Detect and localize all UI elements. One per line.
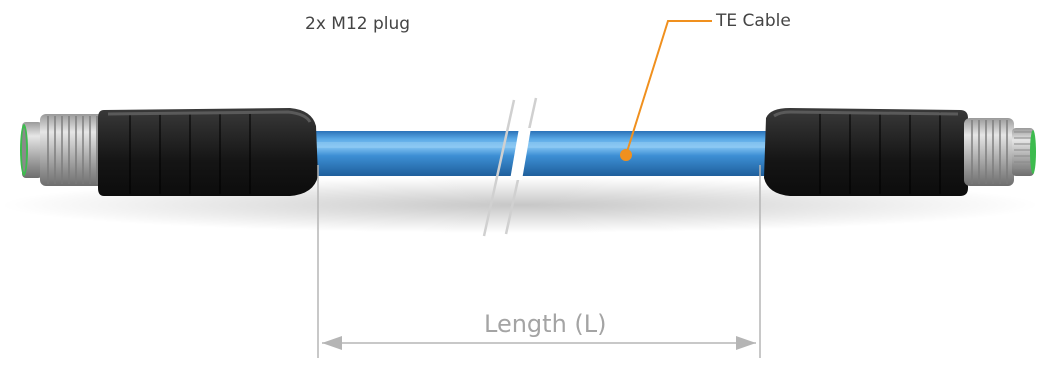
cable-break-gap bbox=[510, 128, 531, 180]
cable-callout bbox=[620, 20, 712, 161]
length-label: Length (L) bbox=[480, 310, 611, 338]
cable-label: TE Cable bbox=[716, 11, 791, 31]
connector-label: 2x M12 plug bbox=[305, 14, 411, 34]
m12-male-plug-icon bbox=[20, 114, 106, 186]
cable bbox=[300, 131, 770, 176]
right-connector bbox=[764, 108, 1036, 196]
left-connector bbox=[20, 108, 318, 196]
m12-male-plug-icon bbox=[964, 118, 1036, 186]
length-dimension bbox=[317, 165, 761, 358]
